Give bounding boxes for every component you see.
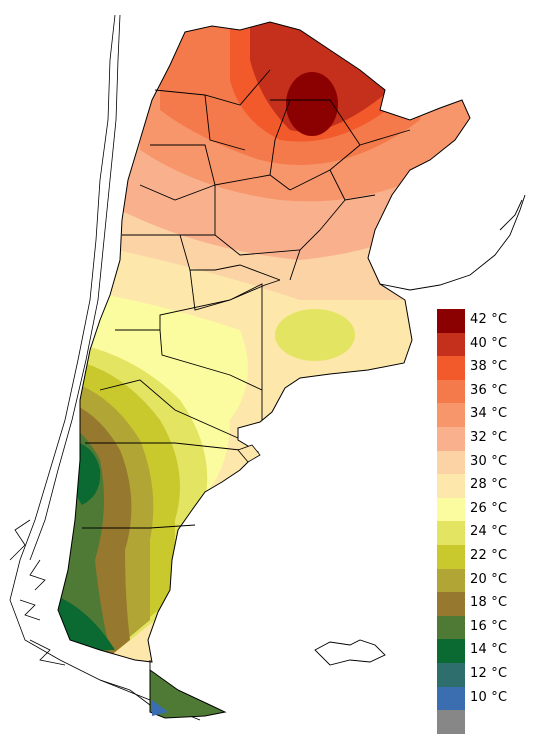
legend-swatch (437, 710, 465, 734)
legend-item (437, 710, 538, 734)
legend-swatch (437, 332, 465, 357)
legend-item: 14 °C (437, 639, 538, 663)
legend-swatch (437, 356, 465, 380)
legend-label: 42 °C (470, 312, 508, 327)
legend-item: 32 °C (437, 426, 538, 451)
legend-label: 32 °C (470, 429, 508, 445)
legend-label: 10 °C (470, 689, 508, 705)
legend-swatch (437, 426, 465, 451)
legend-label: 22 °C (470, 547, 508, 563)
legend-swatch (437, 686, 465, 711)
legend-item: 12 °C (437, 662, 538, 687)
legend-label: 16 °C (470, 618, 508, 634)
legend-swatch (437, 309, 465, 333)
legend-swatch (437, 544, 465, 569)
legend-label: 20 °C (470, 571, 508, 587)
legend-swatch (437, 521, 465, 545)
legend-swatch (437, 639, 465, 663)
legend-swatch (437, 615, 465, 640)
legend-swatch (437, 568, 465, 593)
legend-label: 28 °C (470, 477, 508, 493)
legend-swatch (437, 474, 465, 498)
legend-swatch (437, 592, 465, 616)
legend-swatch (437, 403, 465, 427)
legend-label: 34 °C (470, 406, 508, 422)
legend-item: 40 °C (437, 332, 538, 357)
legend-label: 14 °C (470, 642, 508, 658)
legend-item: 36 °C (437, 379, 538, 404)
uruguay-coastline (379, 194, 526, 291)
legend-item: 42 °C (437, 309, 538, 333)
temperature-legend: 42 °C 40 °C 38 °C 36 °C 34 °C 32 °C 30 °C 28 °C… (437, 309, 538, 734)
legend-item: 18 °C (437, 592, 538, 616)
legend-item: 20 °C (437, 568, 538, 593)
legend-label: 12 °C (470, 665, 508, 681)
legend-label: 24 °C (470, 524, 508, 540)
legend-item: 24 °C (437, 521, 538, 545)
legend-item: 22 °C (437, 544, 538, 569)
legend-item: 26 °C (437, 497, 538, 522)
legend-item: 16 °C (437, 615, 538, 640)
legend-label: 38 °C (470, 359, 508, 375)
legend-item: 30 °C (437, 450, 538, 475)
legend-item: 10 °C (437, 686, 538, 711)
legend-swatch (437, 450, 465, 475)
legend-swatch (437, 497, 465, 522)
legend-label: 30 °C (470, 453, 508, 469)
legend-label: 18 °C (470, 595, 508, 611)
tierra-del-fuego (149, 669, 227, 719)
legend-item: 38 °C (437, 356, 538, 380)
chile-coastline (9, 14, 151, 706)
legend-label: 40 °C (470, 335, 508, 351)
legend-label: 26 °C (470, 500, 508, 516)
legend-swatch (437, 662, 465, 687)
legend-item: 34 °C (437, 403, 538, 427)
legend-label: 36 °C (470, 382, 508, 398)
legend-item: 28 °C (437, 474, 538, 498)
peninsula-valdes (237, 444, 261, 463)
legend-swatch (437, 379, 465, 404)
falkland-islands (314, 639, 386, 666)
